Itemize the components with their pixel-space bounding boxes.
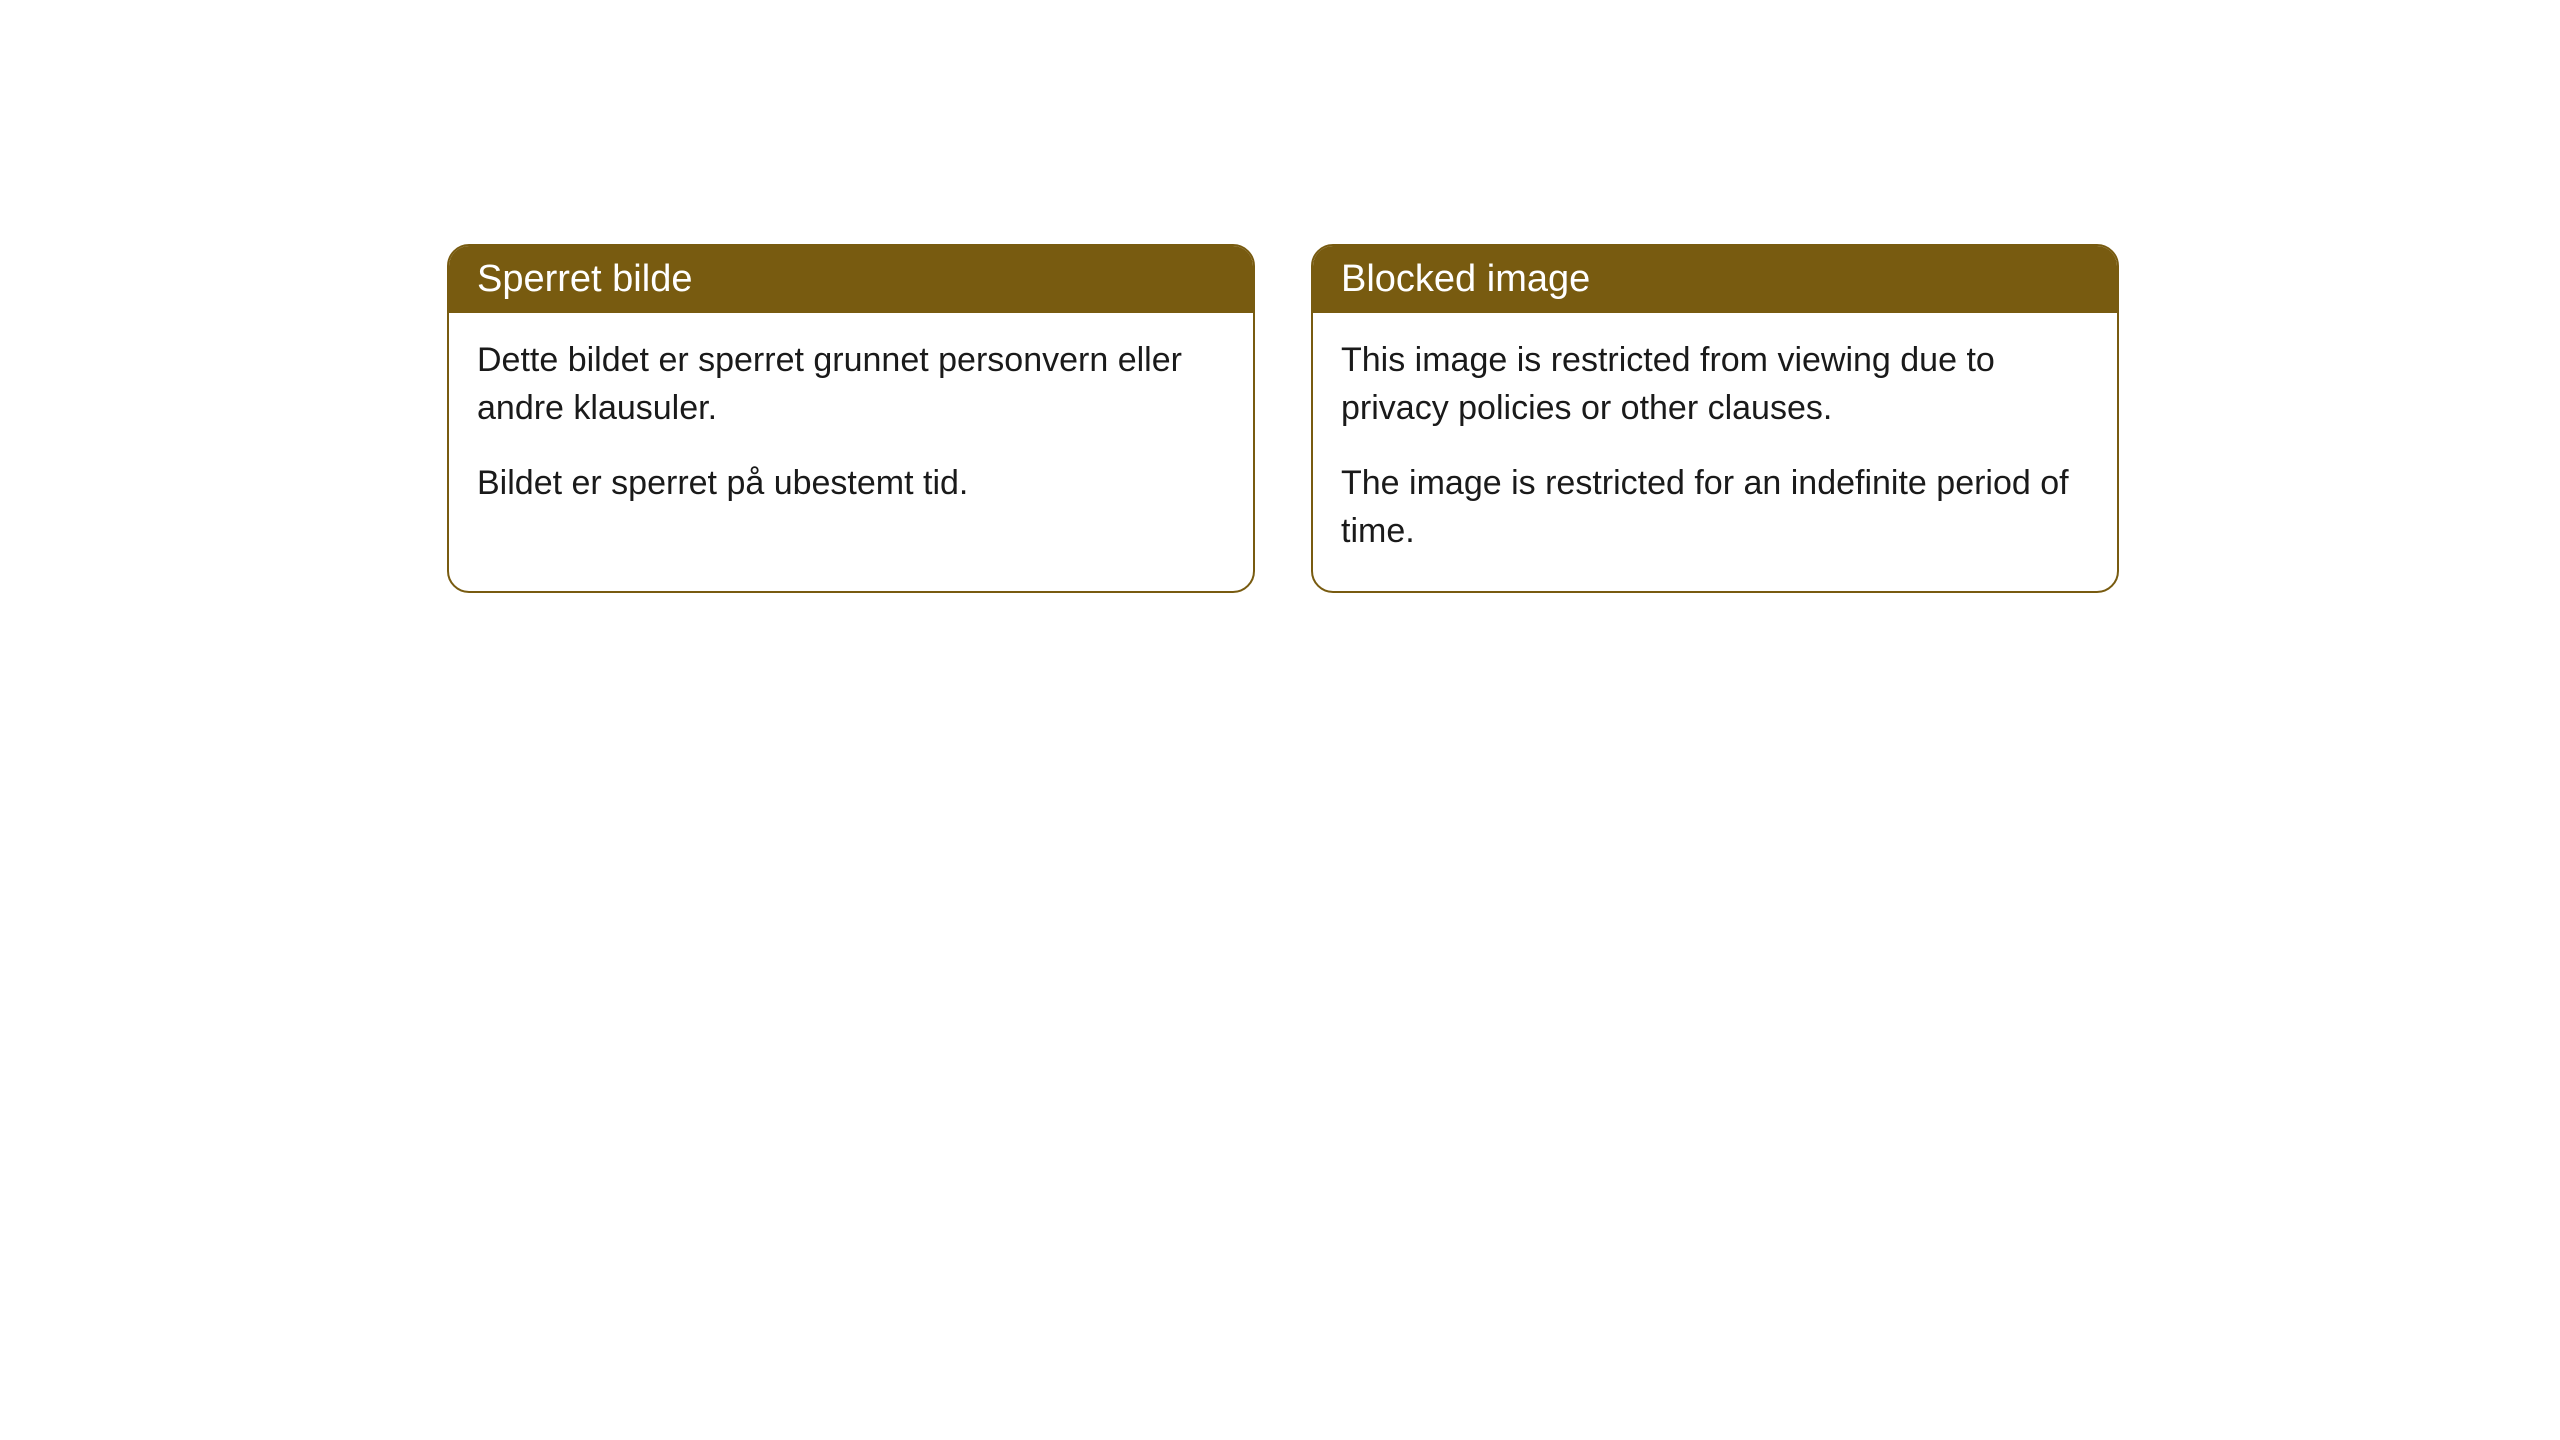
card-body-english: This image is restricted from viewing du…: [1313, 313, 2117, 591]
card-header-norwegian: Sperret bilde: [449, 246, 1253, 313]
card-paragraph1-norwegian: Dette bildet er sperret grunnet personve…: [477, 337, 1225, 432]
card-title-norwegian: Sperret bilde: [477, 258, 692, 300]
card-norwegian: Sperret bilde Dette bildet er sperret gr…: [447, 244, 1255, 593]
card-paragraph2-norwegian: Bildet er sperret på ubestemt tid.: [477, 460, 1225, 508]
card-english: Blocked image This image is restricted f…: [1311, 244, 2119, 593]
card-title-english: Blocked image: [1341, 258, 1590, 300]
cards-container: Sperret bilde Dette bildet er sperret gr…: [447, 244, 2119, 593]
card-paragraph2-english: The image is restricted for an indefinit…: [1341, 460, 2089, 555]
card-body-norwegian: Dette bildet er sperret grunnet personve…: [449, 313, 1253, 544]
card-header-english: Blocked image: [1313, 246, 2117, 313]
card-paragraph1-english: This image is restricted from viewing du…: [1341, 337, 2089, 432]
